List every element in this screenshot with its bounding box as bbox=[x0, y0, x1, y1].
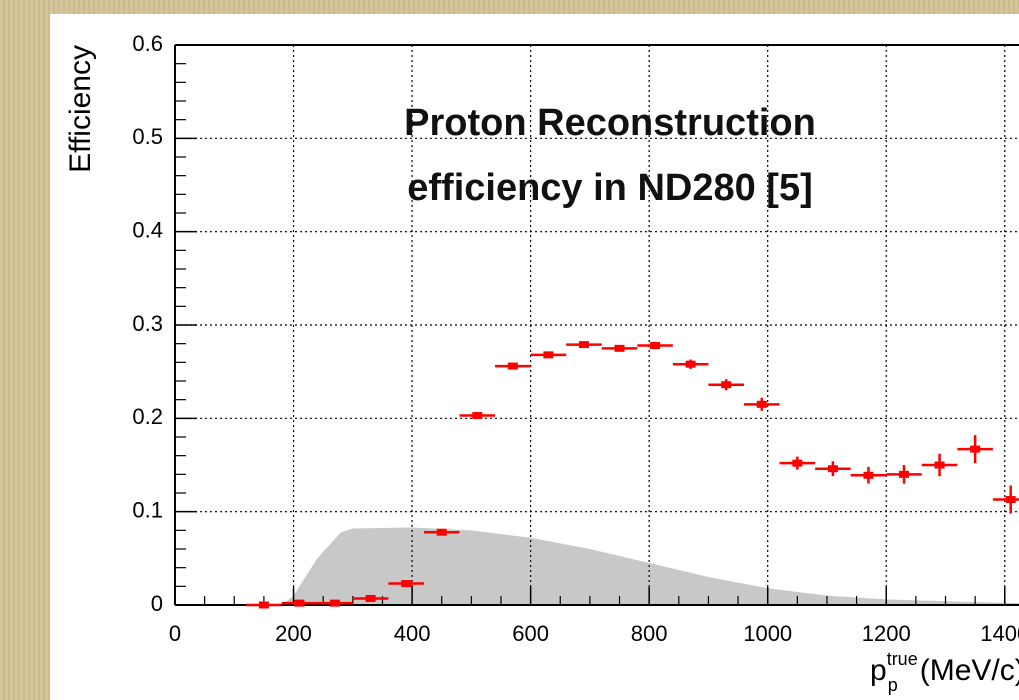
point bbox=[436, 528, 447, 536]
point bbox=[614, 344, 625, 352]
point bbox=[543, 351, 554, 359]
point bbox=[934, 461, 945, 469]
y-tick-label: 0.4 bbox=[132, 217, 163, 242]
point bbox=[792, 459, 803, 467]
x-tick-label: 1200 bbox=[862, 621, 911, 646]
point bbox=[578, 341, 589, 349]
y-tick-label: 0.3 bbox=[132, 311, 163, 336]
y-tick-label: 0.5 bbox=[132, 124, 163, 149]
point bbox=[650, 342, 661, 350]
point bbox=[507, 362, 518, 370]
point bbox=[401, 580, 412, 588]
x-label-sub: p bbox=[888, 675, 898, 695]
x-label-main: p bbox=[870, 654, 887, 687]
point bbox=[721, 381, 732, 389]
y-tick-label: 0.2 bbox=[132, 404, 163, 429]
x-tick-label: 200 bbox=[275, 621, 312, 646]
point bbox=[899, 470, 910, 478]
x-tick-label: 600 bbox=[512, 621, 549, 646]
x-tick-label: 400 bbox=[394, 621, 431, 646]
point bbox=[863, 471, 874, 479]
x-tick-label: 1000 bbox=[743, 621, 792, 646]
plot: 0 0.1 0.2 0.3 0.4 0.5 0.6 0 200 400 600 800 1000 1200… bbox=[132, 31, 1019, 646]
x-axis-label: ptrue p (MeV/c) bbox=[870, 649, 1019, 695]
x-label-sup: true bbox=[887, 649, 918, 669]
x-tick-label: 800 bbox=[631, 621, 668, 646]
point bbox=[258, 601, 269, 609]
point bbox=[294, 599, 305, 607]
point bbox=[756, 400, 767, 408]
point bbox=[827, 465, 838, 473]
point bbox=[365, 594, 376, 602]
area bbox=[281, 527, 1019, 605]
point bbox=[970, 445, 981, 453]
x-tick-label: 0 bbox=[169, 621, 181, 646]
point bbox=[330, 599, 341, 607]
x-label-unit: (MeV/c) bbox=[920, 654, 1019, 687]
annotation: efficiency in ND280 [5] bbox=[407, 167, 812, 209]
y-axis-label: Efficiency bbox=[64, 45, 97, 173]
y-tick-label: 0.1 bbox=[132, 497, 163, 522]
point bbox=[685, 360, 696, 368]
annotation: Proton Reconstruction bbox=[404, 102, 816, 144]
point bbox=[1005, 496, 1016, 504]
y-tick-label: 0 bbox=[151, 591, 163, 616]
x-tick-label: 1400 bbox=[980, 621, 1019, 646]
y-tick-label: 0.6 bbox=[132, 31, 163, 56]
point bbox=[472, 412, 483, 420]
